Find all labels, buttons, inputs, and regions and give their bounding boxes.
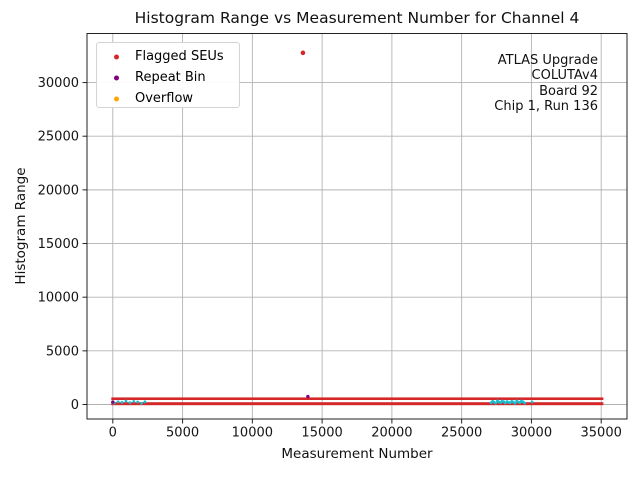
legend: Flagged SEUs Repeat Bin Overflow <box>96 42 240 108</box>
data-point-repeat-bin <box>306 394 310 399</box>
data-point-flagged-seu-outlier <box>300 50 306 56</box>
legend-entry: Overflow <box>97 88 239 109</box>
legend-marker-icon <box>114 54 119 59</box>
data-point-unflagged-measurements <box>494 401 498 405</box>
y-tick-label: 5000 <box>46 344 79 359</box>
data-point-repeat-bin <box>111 400 115 404</box>
y-tick-label: 15000 <box>38 237 79 252</box>
data-point-unflagged-measurements <box>132 399 136 403</box>
y-tick-label: 20000 <box>38 183 79 198</box>
legend-entry: Repeat Bin <box>97 67 239 88</box>
axes-spines <box>86 33 628 420</box>
data-point-unflagged-measurements <box>120 400 124 404</box>
x-tick-label: 35000 <box>581 426 622 441</box>
x-tick-label: 25000 <box>441 426 482 441</box>
y-axis-label: Histogram Range <box>13 167 29 285</box>
data-point-unflagged-measurements <box>513 401 517 405</box>
data-point-unflagged-measurements <box>140 401 143 405</box>
data-band-flagged-seu-band <box>111 397 604 401</box>
annotation-line: ATLAS Upgrade <box>497 53 598 68</box>
annotation-text: ATLAS Upgrade COLUTAv4 Board 92 Chip 1, Run… <box>494 53 598 115</box>
annotation-line: COLUTAv4 <box>531 68 598 84</box>
data-band-flagged-seu-band <box>111 402 604 406</box>
legend-label: Flagged SEUs <box>135 49 224 64</box>
data-point-unflagged-measurements <box>530 400 534 404</box>
y-tick-label: 25000 <box>38 130 79 145</box>
annotation-line: Board 92 <box>539 83 598 99</box>
x-tick-label: 30000 <box>511 426 552 441</box>
legend-marker-icon <box>114 96 119 101</box>
annotation-line: Chip 1, Run 136 <box>494 99 598 115</box>
data-point-unflagged-measurements <box>116 400 120 404</box>
legend-entry: Flagged SEUs <box>97 46 239 67</box>
legend-label: Overflow <box>135 91 194 106</box>
data-point-unflagged-measurements <box>523 401 527 405</box>
legend-marker-icon <box>114 75 119 80</box>
y-tick-label: 0 <box>71 398 79 413</box>
data-point-unflagged-measurements <box>128 401 132 405</box>
x-tick-label: 5000 <box>166 426 199 441</box>
x-axis-label: Measurement Number <box>281 446 433 462</box>
data-point-unflagged-measurements <box>124 399 128 403</box>
legend-label: Repeat Bin <box>135 70 206 85</box>
data-point-unflagged-measurements <box>136 400 140 404</box>
x-tick-label: 0 <box>109 426 117 441</box>
y-tick-label: 30000 <box>38 76 79 91</box>
y-tick-label: 10000 <box>38 291 79 306</box>
x-tick-label: 20000 <box>371 426 412 441</box>
data-point-unflagged-measurements <box>143 400 147 404</box>
chart-title: Histogram Range vs Measurement Number fo… <box>134 9 580 27</box>
x-tick-label: 10000 <box>232 426 273 441</box>
x-tick-label: 15000 <box>301 426 342 441</box>
